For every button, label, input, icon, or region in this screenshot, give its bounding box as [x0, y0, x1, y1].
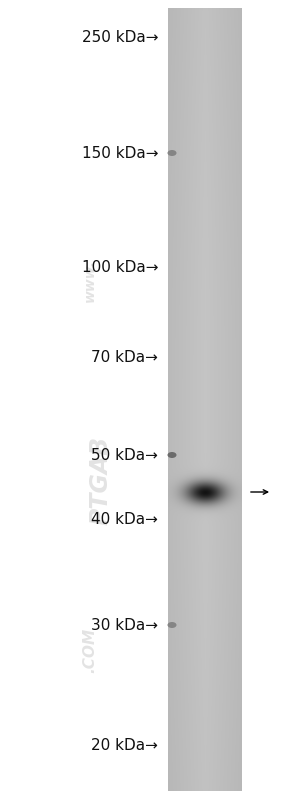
Text: .COM: .COM: [82, 627, 98, 673]
Text: www.: www.: [83, 259, 97, 301]
Text: 20 kDa→: 20 kDa→: [91, 737, 158, 753]
Ellipse shape: [168, 150, 177, 156]
Ellipse shape: [168, 452, 177, 458]
Text: 250 kDa→: 250 kDa→: [82, 30, 158, 46]
Text: 100 kDa→: 100 kDa→: [82, 260, 158, 276]
Text: 150 kDa→: 150 kDa→: [82, 145, 158, 161]
Ellipse shape: [168, 622, 177, 628]
Text: 50 kDa→: 50 kDa→: [91, 447, 158, 463]
Text: 70 kDa→: 70 kDa→: [91, 351, 158, 365]
Text: PTGAB: PTGAB: [88, 435, 112, 525]
Text: 30 kDa→: 30 kDa→: [91, 618, 158, 633]
Text: 40 kDa→: 40 kDa→: [91, 512, 158, 527]
